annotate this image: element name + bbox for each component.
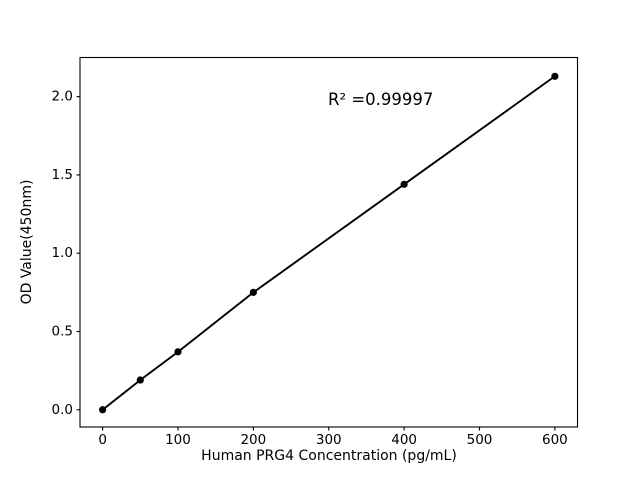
y-tick-label: 1.0 xyxy=(52,245,73,261)
x-tick-label: 600 xyxy=(542,432,568,448)
data-point xyxy=(136,376,144,384)
r-squared-annotation: R² =0.99997 xyxy=(328,90,434,109)
y-tick-label: 0.0 xyxy=(52,402,73,418)
y-axis-label: OD Value(450nm) xyxy=(19,179,35,305)
y-tick-label: 0.5 xyxy=(52,323,73,339)
y-tick-label: 2.0 xyxy=(52,89,73,105)
data-point xyxy=(400,180,408,188)
x-tick-label: 400 xyxy=(391,432,417,448)
data-point xyxy=(551,72,559,80)
data-line xyxy=(102,75,556,411)
x-tick-label: 0 xyxy=(98,432,107,448)
data-point xyxy=(99,406,107,414)
y-tick-label: 1.5 xyxy=(52,167,73,183)
x-tick-label: 500 xyxy=(467,432,493,448)
x-tick-label: 100 xyxy=(165,432,191,448)
data-point xyxy=(249,288,257,296)
data-point xyxy=(174,348,182,356)
x-axis-label: Human PRG4 Concentration (pg/mL) xyxy=(201,448,457,464)
x-tick-label: 200 xyxy=(240,432,266,448)
x-tick-label: 300 xyxy=(316,432,342,448)
